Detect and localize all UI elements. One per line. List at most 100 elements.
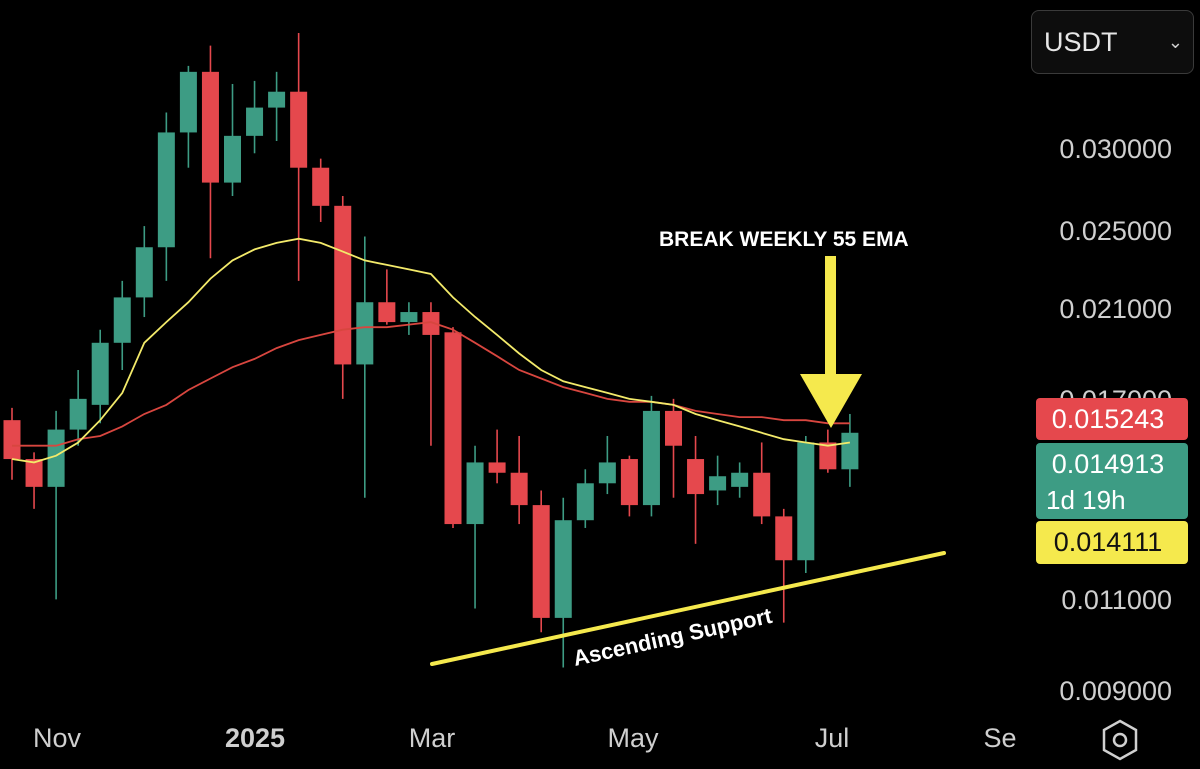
x-tick-label: Se (983, 723, 1016, 753)
candle-body (753, 472, 771, 517)
candle (69, 370, 87, 446)
candle (753, 442, 771, 525)
candle-body (113, 297, 131, 343)
candle (422, 302, 440, 446)
candle-body (466, 462, 484, 525)
candle-body (532, 505, 550, 618)
currency-label: USDT (1044, 26, 1118, 57)
y-tick-label: 0.021000 (1059, 294, 1172, 324)
x-axis: Nov 2025 Mar May Jul Se (33, 723, 1017, 753)
candle (224, 83, 241, 197)
candle (709, 455, 727, 506)
candle (598, 435, 616, 495)
candle-body (620, 459, 638, 506)
candle-body (841, 432, 859, 470)
candle (620, 455, 638, 517)
ema-fast-line (11, 237, 851, 464)
candle (687, 435, 705, 544)
candles-layer (3, 33, 859, 668)
price-label-value: 0.014913 (1052, 449, 1165, 479)
candle-body (356, 302, 374, 365)
candle (665, 398, 682, 498)
candle (157, 112, 175, 281)
y-tick-label: 0.009000 (1059, 676, 1172, 706)
candle (268, 71, 286, 142)
candle-body (400, 312, 418, 323)
candle (488, 429, 506, 484)
y-tick-label: 0.025000 (1059, 216, 1172, 246)
ascending-support-line (430, 551, 946, 666)
x-tick-label: Mar (409, 723, 456, 753)
candle-body (179, 71, 197, 133)
candle (290, 33, 308, 281)
candle-body (91, 342, 109, 405)
candle-body (598, 462, 616, 484)
candle (312, 158, 330, 222)
y-axis: 0.0300000.0250000.0210000.0170000.011000… (1059, 134, 1172, 706)
candle (797, 435, 815, 573)
x-tick-label: May (607, 723, 659, 753)
candle-body (334, 205, 352, 365)
candle (576, 469, 594, 528)
candle-body (444, 332, 462, 525)
y-tick-label: 0.011000 (1061, 585, 1172, 615)
candle-body (819, 442, 837, 470)
candle (135, 226, 153, 318)
candle-body (157, 132, 175, 248)
candle-body (201, 71, 219, 183)
candle-body (422, 312, 440, 335)
candle (554, 497, 572, 668)
candle (731, 462, 749, 498)
candle-body (488, 462, 506, 473)
candle-body (576, 483, 594, 521)
x-tick-label: Nov (33, 723, 82, 753)
price-label-countdown: 1d 19h (1046, 485, 1126, 515)
candle (47, 410, 65, 600)
price-label-value: 0.014111 (1054, 527, 1163, 557)
candle-body (797, 442, 815, 561)
candle-body (224, 135, 241, 183)
x-tick-label: Jul (815, 723, 850, 753)
candle (466, 445, 484, 609)
candle-body (246, 107, 264, 136)
candle (113, 280, 131, 370)
candle-body (731, 472, 749, 487)
y-tick-label: 0.030000 (1059, 134, 1172, 164)
candle (91, 329, 109, 424)
candle (356, 236, 374, 498)
chevron-down-icon: ⌄ (1167, 31, 1183, 52)
price-labels: 0.015243 0.014913 1d 19h 0.014111 (1036, 398, 1188, 564)
ema-slow-line (12, 321, 850, 447)
x-tick-label: 2025 (225, 723, 285, 753)
candle-body (687, 459, 705, 495)
candle-body (25, 459, 43, 487)
candle (819, 429, 837, 473)
candle-body (69, 398, 87, 430)
price-label: 0.014111 (1036, 521, 1188, 564)
candle (841, 413, 859, 487)
price-label: 0.015243 (1036, 398, 1188, 440)
candle (246, 80, 264, 154)
candle (775, 508, 793, 623)
candle-body (554, 520, 572, 618)
candle-body (268, 91, 286, 108)
candle (444, 327, 462, 528)
price-label-value: 0.015243 (1052, 404, 1165, 434)
candle (642, 395, 660, 517)
price-label: 0.014913 1d 19h (1036, 443, 1188, 519)
candle (3, 407, 21, 480)
candle-body (665, 410, 682, 446)
candle (201, 45, 219, 259)
candle-body (775, 516, 793, 561)
candle-body (135, 247, 153, 298)
candle (378, 269, 396, 325)
candle (179, 65, 197, 168)
hexagon-gear-icon[interactable] (1097, 717, 1143, 763)
candle-body (642, 410, 660, 506)
candle (510, 435, 528, 525)
currency-selector[interactable]: USDT ⌄ (1031, 10, 1194, 74)
candle-body (378, 302, 396, 323)
candle-body (510, 472, 528, 506)
candle (400, 302, 418, 335)
